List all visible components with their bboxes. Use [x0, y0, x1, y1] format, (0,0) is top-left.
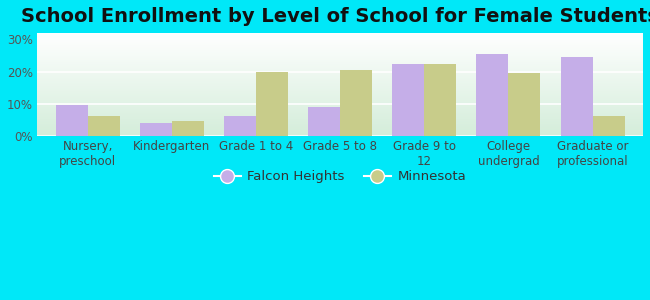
Bar [424, 64, 456, 136]
Bar [308, 107, 340, 136]
Bar [56, 105, 88, 136]
Bar [593, 116, 625, 136]
Bar [172, 121, 203, 136]
Bar [224, 116, 256, 136]
Bar [256, 71, 288, 136]
Bar [560, 57, 593, 136]
Bar [140, 123, 172, 136]
Bar [508, 73, 540, 136]
Title: School Enrollment by Level of School for Female Students: School Enrollment by Level of School for… [21, 7, 650, 26]
Legend: Falcon Heights, Minnesota: Falcon Heights, Minnesota [209, 165, 471, 189]
Bar [392, 64, 424, 136]
Bar [88, 116, 120, 136]
Bar [476, 54, 508, 136]
Bar [340, 70, 372, 136]
